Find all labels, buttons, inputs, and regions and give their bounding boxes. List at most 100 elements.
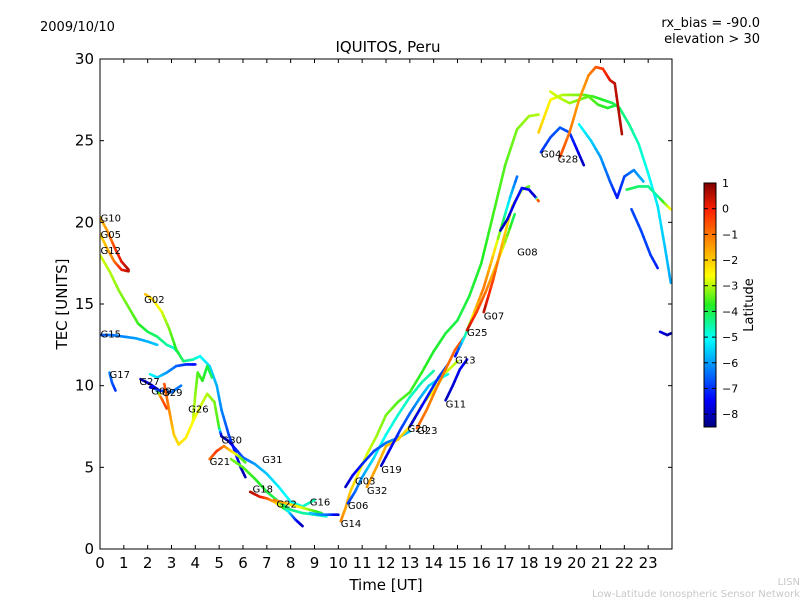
trace-layer — [100, 65, 672, 528]
trace-label: G18 — [253, 485, 273, 496]
satellite-trace — [630, 207, 660, 270]
trace-segment — [540, 114, 546, 126]
y-axis: 0 5 10 15 20 25 30 — [75, 50, 672, 558]
x-tick-label: 22 — [615, 554, 634, 572]
trace-segment — [649, 180, 655, 191]
x-tick-label: 1 — [119, 554, 129, 572]
trace-segment — [656, 204, 661, 218]
trace-segment — [494, 237, 500, 249]
colorbar-ticks: 1 0 −1 −2 −3 −4 −5 −6 −7 −8 — [704, 177, 738, 421]
trace-segment — [501, 231, 507, 244]
x-tick-label: 16 — [472, 554, 491, 572]
x-tick-label: 0 — [95, 554, 105, 572]
trace-label: G08 — [517, 248, 537, 259]
trace-label: G25 — [467, 328, 487, 339]
trace-segment — [499, 240, 505, 253]
colorbar-tick-label: −1 — [722, 228, 738, 241]
x-tick-label: 15 — [448, 554, 467, 572]
x-tick-label: 4 — [191, 554, 201, 572]
x-tick-label: 12 — [376, 554, 395, 572]
x-tick-label: 10 — [329, 554, 348, 572]
trace-segment — [496, 229, 502, 240]
trace-segment — [484, 270, 490, 281]
trace-label: G19 — [381, 465, 401, 476]
y-tick-label: 30 — [75, 50, 94, 68]
x-tick-label: 17 — [496, 554, 515, 572]
trace-segment — [463, 358, 469, 364]
trace-segment — [575, 98, 581, 110]
trace-segment — [661, 235, 667, 249]
trace-segment — [658, 214, 663, 228]
satellite-trace-g06 — [346, 369, 435, 505]
colorbar-tick-label: −6 — [722, 357, 738, 370]
trace-segment — [483, 237, 489, 253]
colorbar-tick-label: −2 — [722, 254, 738, 267]
trace-segment — [317, 510, 323, 515]
x-tick-label: 2 — [143, 554, 153, 572]
satellite-trace-g23 — [415, 335, 466, 430]
x-tick-label: 13 — [400, 554, 419, 572]
trace-segment — [618, 120, 624, 136]
satellite-trace-g13 — [453, 175, 519, 358]
trace-segment — [500, 163, 507, 179]
satellite-trace — [558, 65, 624, 159]
y-tick-label: 5 — [84, 458, 94, 476]
satellite-trace-g18 — [248, 490, 304, 528]
trace-segment — [125, 266, 130, 272]
trace-segment — [444, 372, 450, 377]
colorbar — [703, 182, 717, 428]
satellite-trace-g03 — [344, 430, 412, 489]
x-tick-label: 5 — [214, 554, 224, 572]
x-tick-label: 18 — [519, 554, 538, 572]
trace-segment — [503, 222, 509, 235]
colorbar-tick-label: −4 — [722, 305, 738, 318]
trace-segment — [429, 369, 435, 376]
trace-label: G30 — [222, 436, 242, 447]
y-axis-label: TEC [UNITS] — [53, 259, 71, 351]
x-tick-label: 14 — [424, 554, 443, 572]
trace-segment — [453, 359, 459, 366]
trace-segment — [491, 200, 498, 216]
x-tick-label: 9 — [310, 554, 320, 572]
trace-label: G15 — [100, 329, 120, 340]
x-axis-label: Time [UT] — [348, 576, 422, 594]
trace-label: G11 — [446, 400, 466, 411]
colorbar-tick-label: 0 — [722, 203, 729, 216]
satellite-trace-g29 — [148, 363, 197, 379]
trace-segment — [654, 196, 660, 208]
trace-segment — [663, 245, 668, 258]
satellite-trace-g16 — [308, 511, 340, 517]
trace-segment — [482, 278, 488, 289]
trace-label: G29 — [162, 388, 182, 399]
trace-segment — [489, 278, 495, 289]
satellite-trace — [658, 330, 672, 337]
trace-segment — [570, 114, 576, 126]
satellite-trace — [625, 185, 672, 211]
trace-label: G02 — [144, 295, 164, 306]
trace-segment — [511, 212, 517, 223]
trace-segment — [546, 98, 552, 110]
trace-segment — [487, 286, 493, 298]
trace-segment — [536, 198, 540, 203]
trace-label: G16 — [310, 498, 330, 509]
trace-segment — [503, 154, 510, 167]
trace-label: G09 — [151, 387, 171, 398]
trace-segment — [299, 523, 304, 528]
x-tick-label: 21 — [591, 554, 610, 572]
trace-segment — [480, 249, 486, 265]
colorbar-label: Latitude — [742, 278, 757, 332]
colorbar-tick-label: 1 — [722, 177, 729, 190]
satellite-trace-g17 — [108, 371, 117, 392]
trace-label: G22 — [276, 499, 296, 510]
trace-segment — [512, 127, 519, 140]
satellite-trace-g08 — [499, 186, 540, 232]
y-tick-label: 25 — [75, 132, 94, 150]
trace-segment — [509, 136, 516, 149]
elevation-annotation: elevation > 30 — [664, 32, 760, 47]
trace-label: G28 — [558, 155, 578, 166]
trace-segment — [497, 176, 504, 191]
trace-segment — [163, 404, 169, 410]
trace-label: G17 — [110, 370, 130, 381]
satellite-trace-g05 — [100, 232, 130, 273]
satellite-trace-g27 — [139, 377, 183, 394]
